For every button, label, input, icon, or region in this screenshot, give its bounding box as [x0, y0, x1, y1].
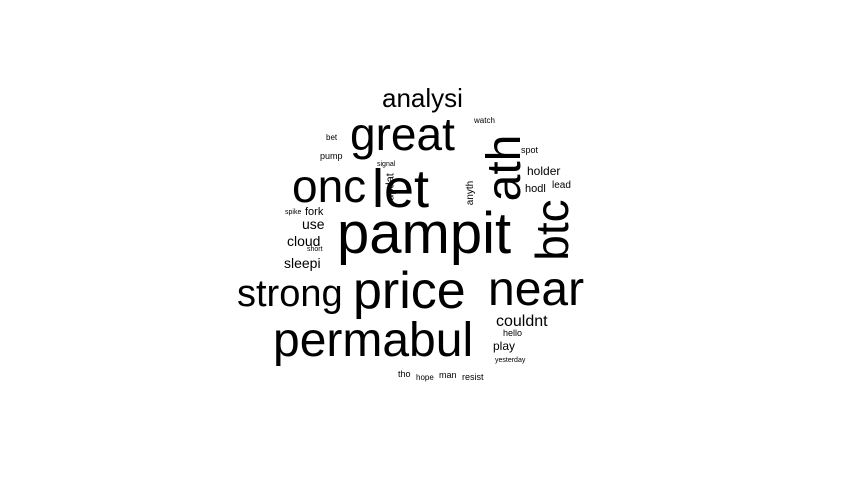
word-spot: spot	[521, 145, 539, 155]
word-near: near	[488, 263, 585, 316]
word-onc: onc	[292, 160, 367, 212]
word-bet: bet	[326, 133, 338, 142]
word-cloud: cloud	[287, 233, 321, 249]
word-permabul: permabul	[273, 314, 474, 367]
word-updat: updat	[384, 173, 397, 201]
word-btc: btc	[526, 199, 578, 261]
word-lead: lead	[552, 180, 571, 191]
word-resist: resist	[462, 372, 484, 382]
word-strong: strong	[237, 273, 343, 315]
word-pampit: pampit	[337, 201, 512, 266]
word-spike: spike	[285, 209, 302, 216]
word-tho: tho	[398, 369, 411, 379]
word-short: short	[307, 246, 323, 253]
word-use: use	[302, 216, 325, 232]
word-play: play	[493, 339, 516, 353]
word-man: man	[439, 370, 457, 380]
word-hello: hello	[503, 328, 523, 338]
word-holder: holder	[527, 164, 561, 178]
word-hope: hope	[416, 373, 434, 382]
word-hodl: hodl	[525, 183, 546, 195]
word-great: great	[350, 108, 455, 160]
word-fork: fork	[305, 206, 324, 218]
word-pump: pump	[320, 151, 343, 161]
word-sleepi: sleepi	[284, 255, 321, 271]
word-let: let	[372, 159, 430, 219]
word-yesterday: yesterday	[495, 357, 526, 364]
word-anyth: anyth	[465, 180, 476, 206]
word-price: price	[353, 262, 466, 320]
word-analysi: analysi	[382, 83, 463, 113]
word-watch: watch	[474, 116, 495, 125]
word-couldnt: couldnt	[496, 313, 548, 330]
word-signal: signal	[377, 161, 396, 168]
